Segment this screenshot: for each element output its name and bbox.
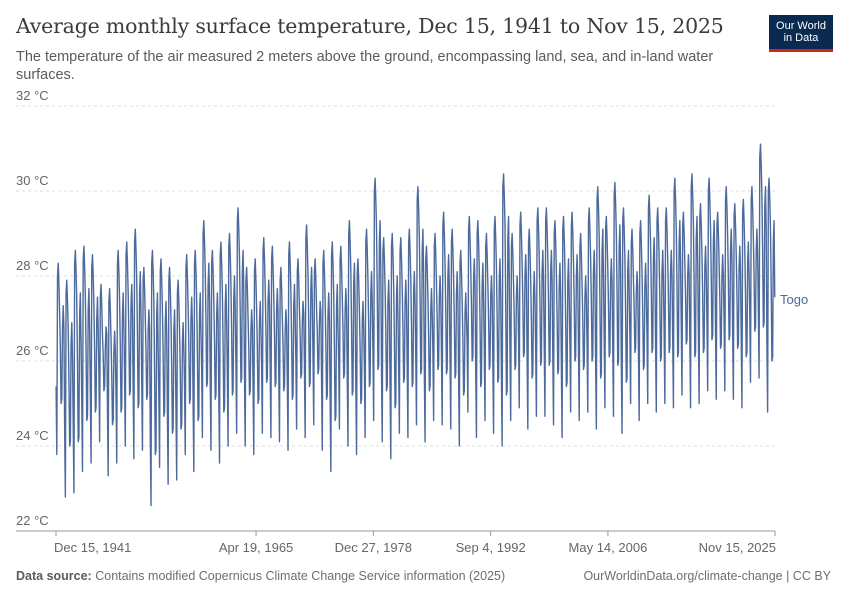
logo-line-1: Our World [776, 20, 826, 32]
x-tick-label: Dec 27, 1978 [335, 540, 412, 555]
x-tick-label: Nov 15, 2025 [699, 540, 776, 555]
chart-subtitle: The temperature of the air measured 2 me… [16, 49, 714, 83]
source-link[interactable]: OurWorldinData.org/climate-change | CC B… [583, 569, 831, 583]
logo-line-2: in Data [783, 32, 819, 44]
data-source: Data source: Contains modified Copernicu… [16, 569, 505, 583]
y-tick-label: 24 °C [16, 428, 49, 443]
x-tick-label: Apr 19, 1965 [219, 540, 293, 555]
y-tick-label: 22 °C [16, 513, 49, 528]
y-tick-label: 28 °C [16, 258, 49, 273]
y-tick-label: 32 °C [16, 88, 49, 103]
x-axis: Dec 15, 1941 Apr 19, 1965 Dec 27, 1978 Sep … [54, 531, 776, 555]
x-tick-label: Sep 4, 1992 [456, 540, 526, 555]
owid-logo[interactable]: Our World in Data [769, 15, 833, 52]
series-line-togo[interactable] [55, 143, 776, 507]
x-tick-label: Dec 15, 1941 [54, 540, 131, 555]
x-tick-label: May 14, 2006 [569, 540, 648, 555]
series-group: Togo [55, 143, 808, 507]
y-tick-label: 30 °C [16, 173, 49, 188]
y-tick-label: 26 °C [16, 343, 49, 358]
data-source-label: Data source: [16, 569, 92, 583]
data-source-text: Contains modified Copernicus Climate Cha… [95, 569, 506, 583]
chart-title: Average monthly surface temperature, Dec… [16, 14, 724, 38]
series-label-togo[interactable]: Togo [780, 292, 808, 307]
